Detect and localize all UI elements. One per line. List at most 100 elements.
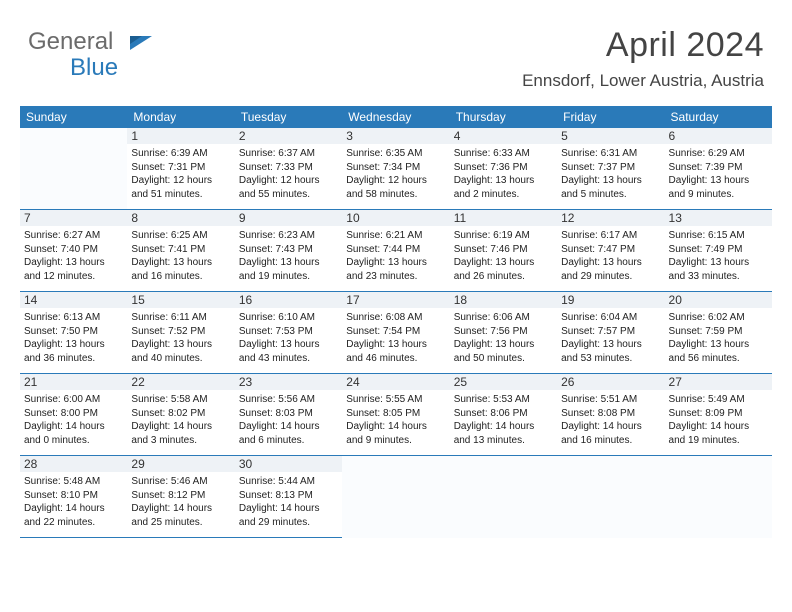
day-info: Sunrise: 6:02 AMSunset: 7:59 PMDaylight:… [669,311,768,365]
calendar-row: 1 Sunrise: 6:39 AMSunset: 7:31 PMDaylight… [20,128,772,210]
day-number: 10 [342,210,449,226]
day-cell: 17 Sunrise: 6:08 AMSunset: 7:54 PMDayligh… [342,292,449,374]
day-info: Sunrise: 6:11 AMSunset: 7:52 PMDaylight:… [131,311,230,365]
day-number: 25 [450,374,557,390]
day-cell: 2Sunrise: 6:37 AMSunset: 7:33 PMDaylight… [235,128,342,210]
day-cell: 19 Sunrise: 6:04 AMSunset: 7:57 PMDayligh… [557,292,664,374]
weekday-tuesday: Tuesday [235,106,342,128]
day-info: Sunrise: 6:25 AMSunset: 7:41 PMDaylight:… [131,229,230,283]
empty-cell [665,456,772,538]
day-number: 19 [557,292,664,308]
day-info: Sunrise: 6:31 AMSunset: 7:37 PMDaylight:… [561,147,660,201]
calendar-body: 1 Sunrise: 6:39 AMSunset: 7:31 PMDaylight… [20,128,772,538]
logo: General Blue [28,28,113,56]
day-info: Sunrise: 5:55 AMSunset: 8:05 PMDaylight:… [346,393,445,447]
day-info: Sunrise: 6:13 AMSunset: 7:50 PMDaylight:… [24,311,123,365]
location-text: Ennsdorf, Lower Austria, Austria [522,71,764,91]
day-cell: 25 Sunrise: 5:53 AMSunset: 8:06 PMDayligh… [450,374,557,456]
day-info: Sunrise: 6:08 AMSunset: 7:54 PMDaylight:… [346,311,445,365]
logo-triangle-dark-icon [130,36,142,44]
day-info: Sunrise: 6:19 AMSunset: 7:46 PMDaylight:… [454,229,553,283]
day-cell: 24Sunrise: 5:55 AMSunset: 8:05 PMDayligh… [342,374,449,456]
day-number: 22 [127,374,234,390]
day-number: 17 [342,292,449,308]
day-cell: 10Sunrise: 6:21 AMSunset: 7:44 PMDayligh… [342,210,449,292]
day-info: Sunrise: 5:56 AMSunset: 8:03 PMDaylight:… [239,393,338,447]
day-cell: 6 Sunrise: 6:29 AMSunset: 7:39 PMDaylight… [665,128,772,210]
day-info: Sunrise: 6:17 AMSunset: 7:47 PMDaylight:… [561,229,660,283]
day-info: Sunrise: 5:51 AMSunset: 8:08 PMDaylight:… [561,393,660,447]
day-cell: 29 Sunrise: 5:46 AMSunset: 8:12 PMDayligh… [127,456,234,538]
weekday-sunday: Sunday [20,106,127,128]
weekday-thursday: Thursday [450,106,557,128]
day-info: Sunrise: 5:44 AMSunset: 8:13 PMDaylight:… [239,475,338,529]
weekday-monday: Monday [127,106,234,128]
day-number: 1 [127,128,234,144]
day-number: 23 [235,374,342,390]
day-number: 11 [450,210,557,226]
day-info: Sunrise: 6:06 AMSunset: 7:56 PMDaylight:… [454,311,553,365]
day-cell: 9Sunrise: 6:23 AMSunset: 7:43 PMDaylight… [235,210,342,292]
weekday-saturday: Saturday [665,106,772,128]
day-number: 28 [20,456,127,472]
day-number: 27 [665,374,772,390]
title-block: April 2024 Ennsdorf, Lower Austria, Aust… [522,26,764,91]
day-info: Sunrise: 6:23 AMSunset: 7:43 PMDaylight:… [239,229,338,283]
calendar-row: 28 Sunrise: 5:48 AMSunset: 8:10 PMDayligh… [20,456,772,538]
day-number: 18 [450,292,557,308]
day-cell: 28 Sunrise: 5:48 AMSunset: 8:10 PMDayligh… [20,456,127,538]
day-info: Sunrise: 6:39 AMSunset: 7:31 PMDaylight:… [131,147,230,201]
logo-text-top: General [28,28,113,56]
weekday-wednesday: Wednesday [342,106,449,128]
empty-cell [557,456,664,538]
logo-text-bottom: Blue [70,54,118,82]
day-number: 7 [20,210,127,226]
day-info: Sunrise: 5:48 AMSunset: 8:10 PMDaylight:… [24,475,123,529]
day-cell: 21Sunrise: 6:00 AMSunset: 8:00 PMDayligh… [20,374,127,456]
day-number: 4 [450,128,557,144]
day-cell: 27Sunrise: 5:49 AMSunset: 8:09 PMDayligh… [665,374,772,456]
day-cell: 12 Sunrise: 6:17 AMSunset: 7:47 PMDayligh… [557,210,664,292]
day-cell: 30 Sunrise: 5:44 AMSunset: 8:13 PMDayligh… [235,456,342,538]
day-cell: 22 Sunrise: 5:58 AMSunset: 8:02 PMDayligh… [127,374,234,456]
day-number: 3 [342,128,449,144]
calendar-row: 14 Sunrise: 6:13 AMSunset: 7:50 PMDayligh… [20,292,772,374]
day-cell: 26Sunrise: 5:51 AMSunset: 8:08 PMDayligh… [557,374,664,456]
day-info: Sunrise: 6:10 AMSunset: 7:53 PMDaylight:… [239,311,338,365]
day-cell: 4 Sunrise: 6:33 AMSunset: 7:36 PMDaylight… [450,128,557,210]
day-cell: 18 Sunrise: 6:06 AMSunset: 7:56 PMDayligh… [450,292,557,374]
day-info: Sunrise: 5:46 AMSunset: 8:12 PMDaylight:… [131,475,230,529]
calendar-row: 7 Sunrise: 6:27 AMSunset: 7:40 PMDaylight… [20,210,772,292]
empty-cell [342,456,449,538]
day-cell: 1 Sunrise: 6:39 AMSunset: 7:31 PMDaylight… [127,128,234,210]
day-cell: 11 Sunrise: 6:19 AMSunset: 7:46 PMDayligh… [450,210,557,292]
day-info: Sunrise: 5:58 AMSunset: 8:02 PMDaylight:… [131,393,230,447]
day-info: Sunrise: 6:04 AMSunset: 7:57 PMDaylight:… [561,311,660,365]
day-number: 12 [557,210,664,226]
day-info: Sunrise: 6:15 AMSunset: 7:49 PMDaylight:… [669,229,768,283]
day-cell: 7 Sunrise: 6:27 AMSunset: 7:40 PMDaylight… [20,210,127,292]
day-number: 14 [20,292,127,308]
day-cell: 23 Sunrise: 5:56 AMSunset: 8:03 PMDayligh… [235,374,342,456]
day-number: 29 [127,456,234,472]
day-info: Sunrise: 6:29 AMSunset: 7:39 PMDaylight:… [669,147,768,201]
weekday-friday: Friday [557,106,664,128]
day-number: 15 [127,292,234,308]
day-number: 6 [665,128,772,144]
day-number: 8 [127,210,234,226]
day-number: 2 [235,128,342,144]
day-number: 20 [665,292,772,308]
day-cell: 15 Sunrise: 6:11 AMSunset: 7:52 PMDayligh… [127,292,234,374]
day-cell: 8 Sunrise: 6:25 AMSunset: 7:41 PMDaylight… [127,210,234,292]
month-title: April 2024 [522,26,764,65]
day-number: 21 [20,374,127,390]
day-cell: 5Sunrise: 6:31 AMSunset: 7:37 PMDaylight… [557,128,664,210]
day-number: 13 [665,210,772,226]
day-info: Sunrise: 6:33 AMSunset: 7:36 PMDaylight:… [454,147,553,201]
day-cell: 3Sunrise: 6:35 AMSunset: 7:34 PMDaylight… [342,128,449,210]
day-cell: 16Sunrise: 6:10 AMSunset: 7:53 PMDayligh… [235,292,342,374]
day-number: 30 [235,456,342,472]
day-info: Sunrise: 5:53 AMSunset: 8:06 PMDaylight:… [454,393,553,447]
day-cell: 14 Sunrise: 6:13 AMSunset: 7:50 PMDayligh… [20,292,127,374]
day-info: Sunrise: 6:27 AMSunset: 7:40 PMDaylight:… [24,229,123,283]
